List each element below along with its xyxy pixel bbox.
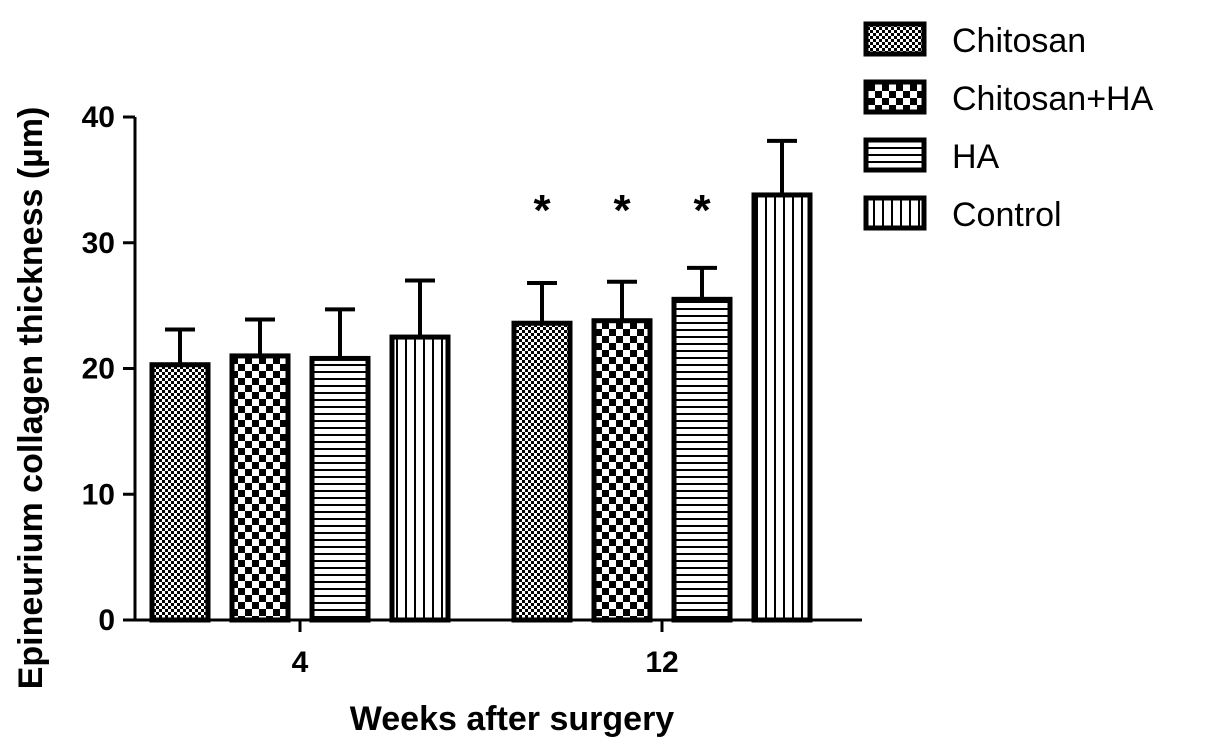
bar-chitosan-ha-week-12: [591, 318, 653, 623]
y-tick-label: 20: [82, 353, 115, 386]
significance-annotations: * * *: [533, 186, 711, 235]
bar-chitosan-ha-week-4: [229, 353, 291, 623]
x-axis: 4 12: [133, 618, 862, 679]
y-tick-label: 30: [82, 227, 115, 260]
bars-group: [149, 192, 813, 623]
legend-label: Chitosan: [952, 22, 1086, 60]
bar-chitosan-week-4: [149, 362, 211, 623]
bar-ha-week-4: [309, 355, 371, 623]
x-tick-label: 12: [645, 646, 678, 679]
significance-asterisk: *: [613, 186, 631, 235]
legend-label: HA: [952, 138, 1000, 176]
y-axis: 0 10 20 30 40: [82, 101, 137, 637]
x-axis-title: Weeks after surgery: [350, 700, 675, 738]
y-tick-label: 0: [98, 604, 115, 637]
y-tick-label: 10: [82, 478, 115, 511]
legend: Chitosan Chitosan+HA HA Control: [863, 21, 1154, 234]
legend-label: Chitosan+HA: [952, 80, 1154, 118]
bar-control-week-4: [389, 334, 451, 623]
x-tick-label: 4: [292, 646, 309, 679]
bar-control-week-12: [751, 192, 813, 623]
legend-swatch: [863, 195, 927, 231]
legend-swatch: [863, 21, 927, 57]
bar-chitosan-week-12: [511, 320, 573, 623]
significance-asterisk: *: [533, 186, 551, 235]
bar-ha-week-12: [671, 296, 733, 623]
legend-label: Control: [952, 196, 1062, 234]
error-bars-group: [165, 138, 797, 365]
legend-swatch: [863, 137, 927, 173]
y-tick-label: 40: [82, 101, 115, 134]
y-axis-title: Epineurium collagen thickness (µm): [12, 107, 50, 690]
legend-swatch: [863, 79, 927, 115]
significance-asterisk: *: [693, 186, 711, 235]
